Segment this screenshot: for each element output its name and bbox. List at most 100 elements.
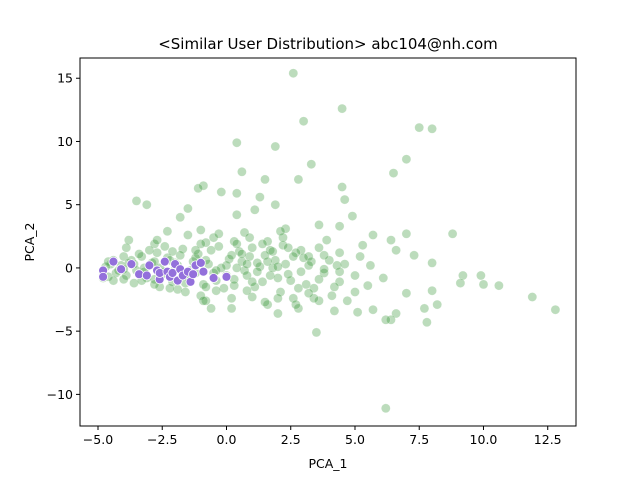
all-users-point <box>270 255 281 266</box>
all-users-point <box>337 103 347 114</box>
all-users-point <box>324 255 335 266</box>
all-users-point <box>427 258 437 268</box>
all-users-point <box>267 246 278 257</box>
all-users-point <box>121 270 132 281</box>
y-tick-label: 5 <box>65 197 73 212</box>
all-users-point <box>381 315 391 325</box>
y-tick-label: 0 <box>65 260 73 275</box>
all-users-point <box>239 227 250 238</box>
axes-frame <box>79 57 577 427</box>
all-users-point <box>242 285 252 296</box>
all-users-point <box>391 245 401 255</box>
all-users-point <box>339 259 350 269</box>
all-users-point <box>291 299 301 310</box>
all-users-point <box>283 242 293 253</box>
x-tick-label: 12.5 <box>534 432 562 447</box>
all-users-point <box>273 308 283 319</box>
all-users-point <box>527 292 538 302</box>
all-users-point <box>288 68 299 78</box>
all-users-point <box>314 274 324 285</box>
all-users-point <box>321 235 332 245</box>
all-users-point <box>201 282 211 292</box>
all-users-point <box>201 296 211 306</box>
all-users-point <box>265 245 275 255</box>
all-users-point <box>262 236 273 247</box>
all-users-point <box>273 273 283 283</box>
all-users-point <box>232 137 242 148</box>
all-users-point <box>190 245 201 255</box>
all-users-point <box>229 236 239 247</box>
all-users-point <box>229 280 239 291</box>
similar-users-point <box>141 270 152 281</box>
all-users-point <box>129 278 139 288</box>
all-users-point <box>334 247 345 258</box>
similar-users-point <box>167 268 178 278</box>
all-users-point <box>260 174 270 185</box>
all-users-point <box>273 293 283 304</box>
all-users-point <box>167 246 178 257</box>
all-users-point <box>144 245 155 255</box>
all-users-point <box>270 141 281 152</box>
all-users-point <box>183 230 193 240</box>
all-users-point <box>476 270 486 281</box>
all-users-point <box>216 263 227 273</box>
all-users-point <box>319 268 329 278</box>
y-axis: −10 −5 0 5 10 15 <box>47 71 80 402</box>
all-users-point <box>180 287 191 297</box>
all-users-point <box>208 232 219 243</box>
all-users-point <box>206 245 216 255</box>
x-axis: −5.0 −2.5 0.0 2.5 5.0 7.5 10.0 12.5 <box>83 426 562 447</box>
all-users-point <box>350 287 360 297</box>
all-users-point <box>339 194 350 205</box>
all-users-point <box>232 239 242 249</box>
all-users-point <box>350 270 360 281</box>
all-users-point <box>131 196 142 206</box>
all-users-point <box>257 239 268 249</box>
all-users-point <box>232 210 242 220</box>
all-users-point <box>319 250 329 261</box>
all-users-point <box>260 297 270 307</box>
similar-users-point <box>144 260 155 271</box>
all-users-point <box>334 221 345 231</box>
all-users-point <box>206 303 216 314</box>
all-users-point <box>494 280 504 291</box>
all-users-point <box>198 180 209 191</box>
similar-users-point <box>159 256 170 267</box>
all-users-point <box>237 256 247 267</box>
all-users-point <box>311 327 322 338</box>
all-users-point <box>455 278 466 288</box>
all-users-point <box>193 183 203 194</box>
y-tick-label: −10 <box>47 387 73 402</box>
all-users-point <box>280 259 291 269</box>
all-users-point <box>458 270 468 281</box>
all-users-point <box>267 263 278 273</box>
all-users-point <box>219 283 229 293</box>
all-users-point <box>149 239 160 249</box>
all-users-point <box>293 174 304 185</box>
all-users-point <box>247 277 257 287</box>
x-tick-label: 2.5 <box>281 432 301 447</box>
all-users-point <box>273 261 283 272</box>
all-users-point <box>298 116 309 126</box>
all-users-point <box>288 251 299 262</box>
all-users-point <box>124 235 134 245</box>
all-users-point <box>178 244 188 254</box>
all-users-point <box>118 274 129 285</box>
all-users-point <box>293 303 304 314</box>
all-users-point <box>388 168 399 178</box>
all-users-point <box>401 154 412 164</box>
all-users-point <box>303 251 314 262</box>
all-users-point <box>260 250 270 261</box>
all-users-point <box>162 226 173 237</box>
all-users-point <box>265 270 275 281</box>
all-users-point <box>244 251 255 262</box>
all-users-point <box>314 242 324 253</box>
all-users-point <box>134 249 144 259</box>
all-users-point <box>291 247 301 258</box>
all-users-point <box>278 232 288 243</box>
all-users-point <box>409 250 419 261</box>
all-users-point <box>257 277 268 287</box>
all-users-point <box>226 303 237 314</box>
x-tick-label: −5.0 <box>83 432 113 447</box>
